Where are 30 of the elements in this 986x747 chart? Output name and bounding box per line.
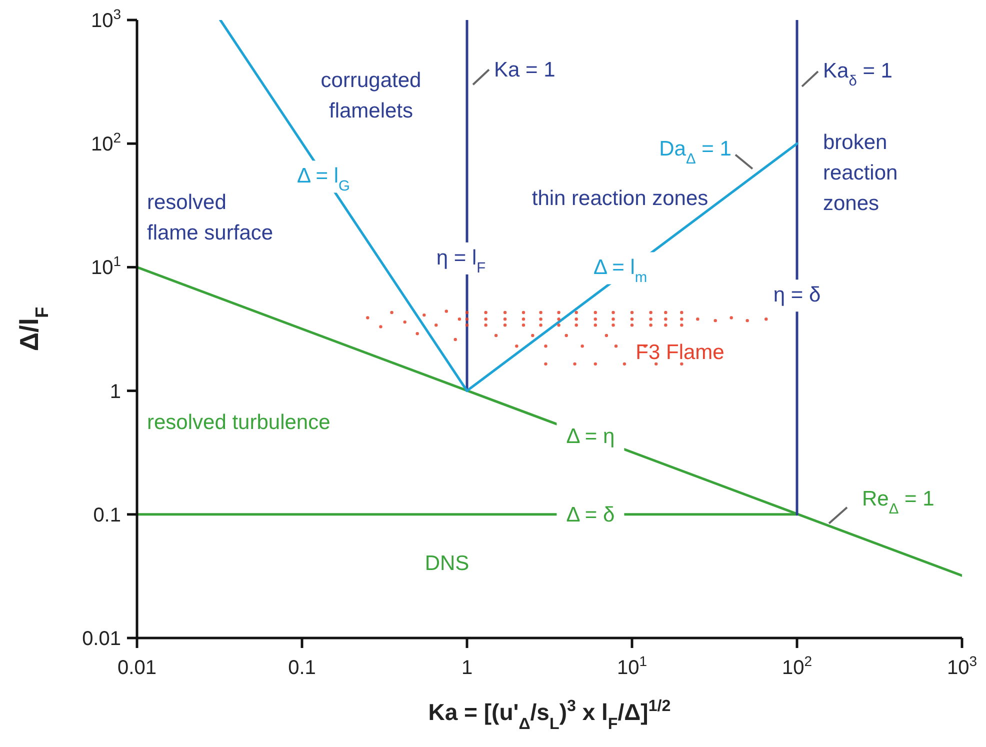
x-tick-label: 1 xyxy=(461,657,473,679)
annotation: Ka$_{δ}$ = 1 xyxy=(823,59,892,90)
x-tick-label: 0.1 xyxy=(288,657,316,679)
annotation: Δ = l$_{G}$ xyxy=(297,164,350,195)
annotation: Δ = η xyxy=(566,425,615,448)
annotation: Ka = 1 xyxy=(494,58,556,82)
series-label: F3 Flame xyxy=(636,341,724,364)
annotation: Δ = l$_{m}$ xyxy=(593,256,648,286)
x-tick-label: 10$^{2}$ xyxy=(782,653,812,679)
y-tick-label: 10$^{1}$ xyxy=(90,253,122,280)
y-tick-label: 0.01 xyxy=(82,628,121,650)
x-tick-label: 0.01 xyxy=(118,657,156,679)
y-tick-label: 0.1 xyxy=(93,504,121,526)
annotation: Δ = δ xyxy=(566,503,615,526)
annotation: η = l$_{F}$ xyxy=(436,246,486,276)
text: Ka = [(u'$_{Δ}$/s$_{L}$)$^{3}$ x l$_{F}$/Δ]$^{1/2}$ xyxy=(428,697,671,733)
annotation: thin reaction zones xyxy=(532,187,708,210)
annotation: DNS xyxy=(424,552,470,575)
annotation: broken reaction zones xyxy=(823,131,898,215)
y-tick-label: 10$^{2}$ xyxy=(90,130,122,156)
annotation: resolved flame surface xyxy=(147,191,274,244)
annotation: resolved turbulence xyxy=(147,411,330,434)
y-tick-label: 1 xyxy=(110,380,121,403)
y-tick-label: 10$^{3}$ xyxy=(90,6,122,32)
annotation: Re$_{Δ}$ = 1 xyxy=(862,487,934,518)
annotation: corrugated flamelets xyxy=(320,69,422,122)
x-tick-label: 10$^{3}$ xyxy=(946,653,978,679)
annotation: η = δ xyxy=(773,284,821,307)
x-tick-label: 10$^{1}$ xyxy=(616,653,648,679)
annotation: Da$_{Δ}$ = 1 xyxy=(659,138,732,168)
